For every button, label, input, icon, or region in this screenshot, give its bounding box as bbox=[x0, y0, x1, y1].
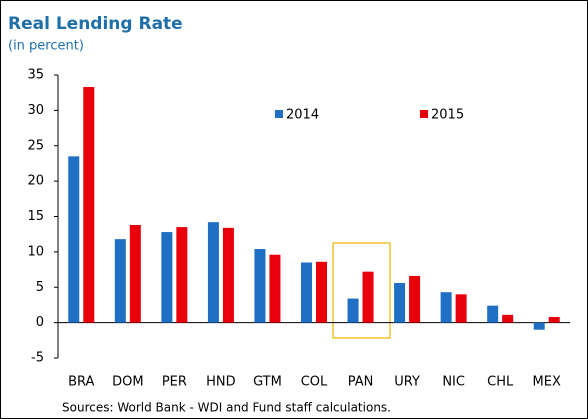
legend-label: 2014 bbox=[286, 108, 319, 123]
x-tick-label: BRA bbox=[68, 375, 94, 390]
legend-label: 2015 bbox=[431, 108, 464, 123]
x-tick-label: PER bbox=[162, 375, 187, 390]
y-tick-label: 25 bbox=[27, 138, 44, 153]
bar bbox=[548, 316, 560, 323]
bar bbox=[161, 232, 173, 323]
y-tick-label: 15 bbox=[27, 209, 44, 224]
y-tick-label: 0 bbox=[36, 315, 44, 330]
bar bbox=[409, 275, 421, 323]
y-tick-label: 30 bbox=[27, 103, 44, 118]
x-tick-label: DOM bbox=[112, 375, 143, 390]
bar bbox=[301, 262, 312, 323]
highlight-box bbox=[332, 242, 391, 339]
y-tick-label: -5 bbox=[31, 351, 44, 366]
bar bbox=[362, 271, 374, 323]
bar bbox=[440, 292, 452, 323]
bar bbox=[502, 314, 514, 323]
bar bbox=[269, 254, 281, 323]
bar bbox=[222, 227, 234, 323]
bar bbox=[455, 294, 467, 323]
x-tick-label: GTM bbox=[253, 375, 282, 390]
x-tick-label: URY bbox=[394, 375, 420, 390]
x-tick-label: COL bbox=[301, 375, 328, 390]
bar bbox=[129, 224, 141, 323]
bar bbox=[347, 298, 359, 323]
bar bbox=[83, 87, 95, 323]
bar bbox=[114, 239, 126, 323]
legend-swatch bbox=[275, 110, 283, 118]
x-tick-label: CHL bbox=[487, 375, 514, 390]
y-tick-label: 10 bbox=[27, 244, 44, 259]
legend-swatch bbox=[420, 110, 428, 118]
source-note: Sources: World Bank - WDI and Fund staff… bbox=[62, 401, 391, 415]
chart-title: Real Lending Rate bbox=[8, 14, 183, 34]
bar bbox=[254, 249, 266, 323]
chart-subtitle: (in percent) bbox=[8, 39, 84, 54]
x-tick-label: NIC bbox=[442, 375, 465, 390]
y-tick-label: 5 bbox=[36, 280, 44, 295]
bar bbox=[394, 283, 406, 323]
bar bbox=[207, 222, 219, 323]
bar bbox=[533, 322, 545, 330]
x-tick-label: HND bbox=[206, 375, 236, 390]
y-tick-label: 35 bbox=[27, 68, 44, 83]
bar bbox=[487, 305, 499, 323]
bar bbox=[316, 261, 327, 323]
x-tick-label: PAN bbox=[348, 375, 374, 390]
bar bbox=[68, 156, 80, 323]
y-tick-label: 20 bbox=[27, 174, 44, 189]
bar bbox=[176, 227, 188, 323]
x-tick-label: MEX bbox=[533, 375, 561, 390]
